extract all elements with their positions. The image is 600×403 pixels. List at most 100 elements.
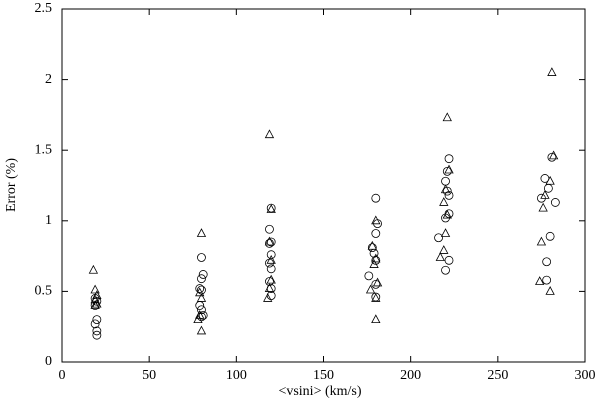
x-tick-label: 50 bbox=[142, 368, 156, 383]
circle-point bbox=[371, 255, 381, 265]
triangle-point bbox=[371, 314, 381, 324]
triangle-point bbox=[88, 264, 99, 274]
circle-point bbox=[367, 243, 377, 253]
triangle-point bbox=[193, 314, 203, 324]
triangle-point bbox=[369, 259, 379, 268]
triangle-point bbox=[439, 245, 449, 254]
circle-point bbox=[542, 257, 552, 267]
circle-point bbox=[441, 213, 450, 223]
circle-point bbox=[441, 176, 450, 186]
plot-frame bbox=[61, 8, 586, 363]
triangle-point bbox=[547, 67, 557, 76]
triangle-point bbox=[196, 228, 207, 237]
circle-point bbox=[92, 296, 102, 306]
circle-point bbox=[371, 229, 381, 238]
circle-point bbox=[195, 301, 205, 310]
triangle-point bbox=[371, 215, 381, 225]
circle-point bbox=[197, 253, 206, 262]
triangle-point bbox=[266, 254, 276, 264]
circle-point bbox=[537, 193, 546, 203]
triangle-point bbox=[372, 277, 383, 287]
circle-point bbox=[371, 279, 381, 289]
circle-point bbox=[266, 291, 276, 301]
x-tick-label: 200 bbox=[400, 368, 421, 383]
circle-point bbox=[444, 190, 454, 200]
triangle-point bbox=[545, 286, 555, 295]
x-tick-label: 0 bbox=[59, 368, 66, 383]
circle-point bbox=[442, 186, 452, 196]
circle-point bbox=[266, 203, 276, 213]
circle-point bbox=[550, 198, 560, 207]
triangle-point bbox=[266, 274, 276, 284]
circle-point bbox=[542, 275, 552, 285]
circle-point bbox=[369, 248, 379, 258]
triangle-point bbox=[263, 293, 273, 302]
triangle-point bbox=[439, 197, 449, 206]
triangle-point bbox=[90, 300, 100, 309]
circle-point bbox=[545, 231, 555, 241]
y-tick-label: 1 bbox=[45, 213, 52, 228]
triangle-point bbox=[538, 202, 548, 212]
circle-point bbox=[266, 237, 276, 247]
triangle-point bbox=[440, 228, 451, 237]
circle-point bbox=[266, 284, 276, 293]
y-tick-label: 0.5 bbox=[35, 284, 53, 299]
circle-point bbox=[197, 312, 206, 322]
triangle-point bbox=[195, 287, 205, 297]
circle-point bbox=[197, 274, 206, 284]
triangle-point bbox=[444, 164, 454, 174]
x-tick-label: 300 bbox=[575, 368, 596, 383]
circle-point bbox=[442, 166, 452, 176]
circle-point bbox=[373, 219, 382, 229]
triangle-point bbox=[371, 253, 381, 263]
triangle-point bbox=[435, 252, 445, 261]
circle-point bbox=[371, 193, 381, 203]
triangle-point bbox=[264, 129, 275, 139]
triangle-point bbox=[371, 293, 381, 302]
circle-point bbox=[444, 255, 454, 265]
circle-point bbox=[547, 152, 557, 162]
triangle-point bbox=[545, 175, 555, 185]
circle-point bbox=[265, 258, 274, 268]
circle-point bbox=[266, 250, 276, 260]
triangle-point bbox=[90, 284, 100, 294]
circle-point bbox=[197, 285, 206, 295]
circle-point bbox=[265, 277, 274, 286]
circle-point bbox=[92, 315, 102, 325]
circle-point bbox=[266, 264, 276, 274]
y-tick-label: 0 bbox=[45, 354, 52, 369]
circle-point bbox=[441, 265, 450, 275]
triangle-point bbox=[536, 236, 547, 246]
circle-point bbox=[543, 183, 553, 193]
triangle-point bbox=[535, 276, 545, 285]
circle-point bbox=[198, 311, 208, 320]
circle-point bbox=[444, 154, 454, 164]
y-tick-label: 1.5 bbox=[35, 142, 53, 157]
triangle-point bbox=[365, 284, 376, 294]
circle-point bbox=[90, 301, 100, 310]
circle-point bbox=[198, 270, 208, 279]
circle-point bbox=[540, 174, 550, 183]
y-tick-label: 2 bbox=[45, 72, 52, 87]
triangle-point bbox=[196, 325, 207, 335]
y-tick-label: 2.5 bbox=[35, 1, 53, 16]
circle-point bbox=[197, 305, 206, 315]
y-axis-label: Error (%) bbox=[4, 158, 19, 212]
x-tick-label: 100 bbox=[226, 368, 247, 383]
x-axis-label: <vsini> (km/s) bbox=[278, 384, 361, 399]
circle-point bbox=[90, 319, 100, 329]
circle-point bbox=[195, 284, 205, 293]
x-tick-label: 250 bbox=[487, 368, 508, 383]
triangle-point bbox=[442, 112, 452, 122]
triangle-point bbox=[266, 204, 276, 213]
circle-point bbox=[371, 292, 381, 302]
circle-point bbox=[265, 238, 274, 248]
circle-point bbox=[90, 294, 100, 303]
triangle-point bbox=[367, 240, 377, 250]
triangle-point bbox=[548, 150, 559, 160]
circle-point bbox=[92, 326, 102, 336]
circle-point bbox=[434, 233, 443, 243]
circle-point bbox=[265, 224, 274, 234]
x-tick-label: 150 bbox=[313, 368, 334, 383]
